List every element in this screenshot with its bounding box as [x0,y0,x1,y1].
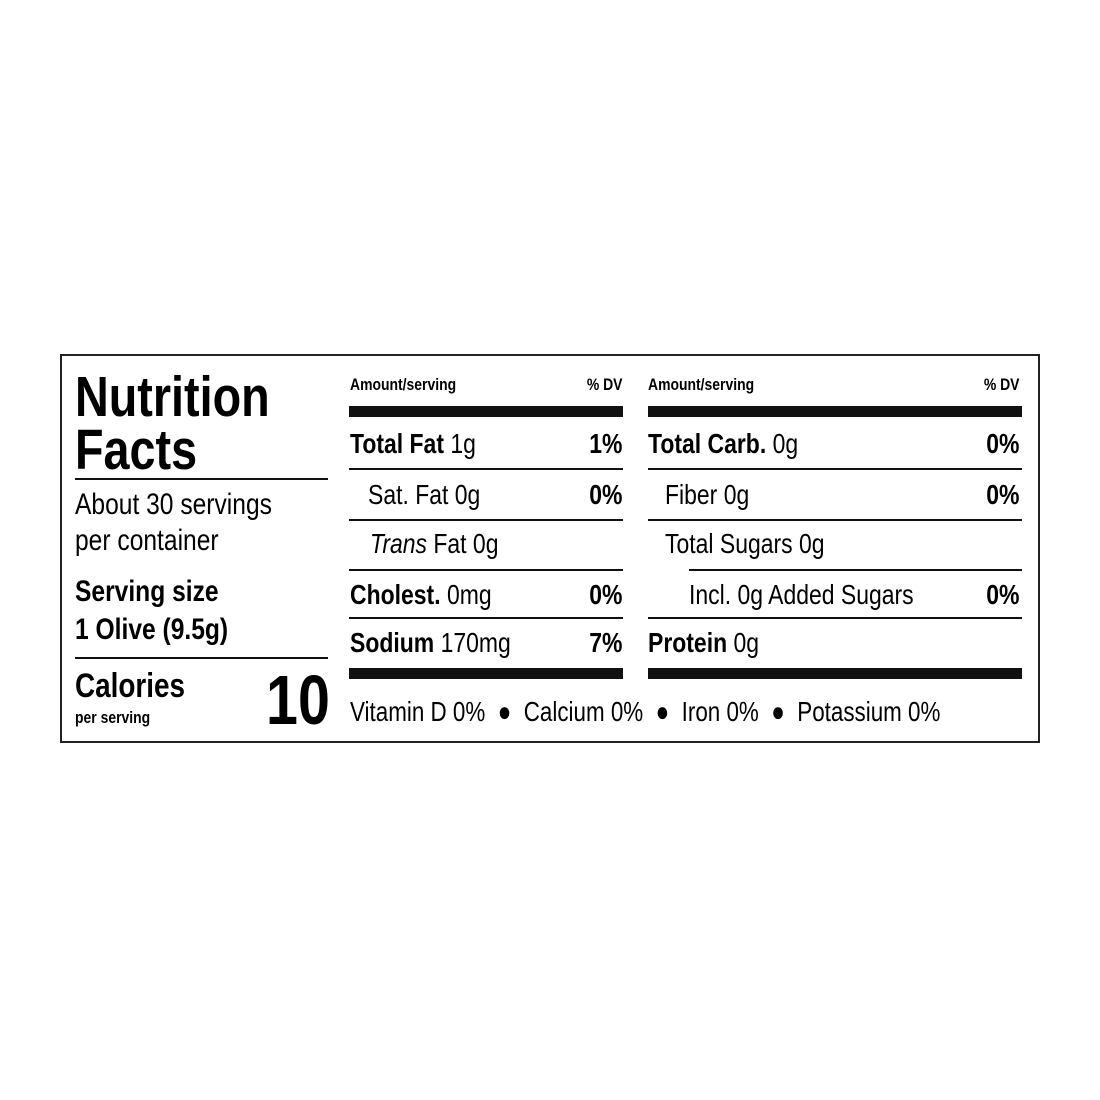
divider [75,478,328,480]
divider [349,569,623,571]
dv-cholesterol: 0% [588,579,622,610]
divider [689,569,1022,571]
row-fiber: Fiber 0g [665,479,750,510]
thick-divider [648,406,1022,417]
title-nutrition: Nutrition [75,365,270,429]
divider [648,468,1022,470]
row-total-carb: Total Carb. 0g [648,428,799,459]
row-sodium: Sodium 170mg [350,627,511,658]
dv-sat-fat: 0% [588,479,622,510]
serving-size-value: 1 Olive (9.5g) [75,613,229,646]
row-trans-fat: Trans Fat 0g [370,528,499,559]
thick-divider [349,406,623,417]
divider [349,468,623,470]
servings-per-container-2: per container [75,524,219,557]
dv-sodium: 7% [588,627,622,658]
row-added-sugars: Incl. 0g Added Sugars [689,579,914,610]
dv-added-sugars: 0% [985,579,1019,610]
divider [75,657,328,659]
servings-per-container: About 30 servings [75,488,272,521]
header-amount: Amount/serving [350,375,457,394]
dv-total-fat: 1% [588,428,622,459]
serving-size-label: Serving size [75,575,219,608]
row-cholesterol: Cholest. 0mg [350,579,492,610]
divider [648,617,1022,619]
title-facts: Facts [75,418,198,482]
row-total-sugars: Total Sugars 0g [665,528,825,559]
row-total-fat: Total Fat 1g [350,428,476,459]
divider [349,519,623,521]
nutrition-facts-label [60,354,1040,743]
row-sat-fat: Sat. Fat 0g [368,479,481,510]
divider [349,617,623,619]
micronutrients: Vitamin D 0% ● Calcium 0% ● Iron 0% ● Po… [350,696,941,727]
calories-value: 10 [266,661,330,739]
row-protein: Protein 0g [648,627,760,658]
dv-total-carb: 0% [985,428,1019,459]
header-amount-right: Amount/serving [648,375,755,394]
calories-per-serving: per serving [75,708,151,727]
header-dv: % DV [586,375,622,394]
header-dv-right: % DV [983,375,1019,394]
dv-fiber: 0% [985,479,1019,510]
thick-divider [648,668,1022,679]
divider [648,519,1022,521]
calories-label: Calories [75,667,186,705]
thick-divider [349,668,623,679]
